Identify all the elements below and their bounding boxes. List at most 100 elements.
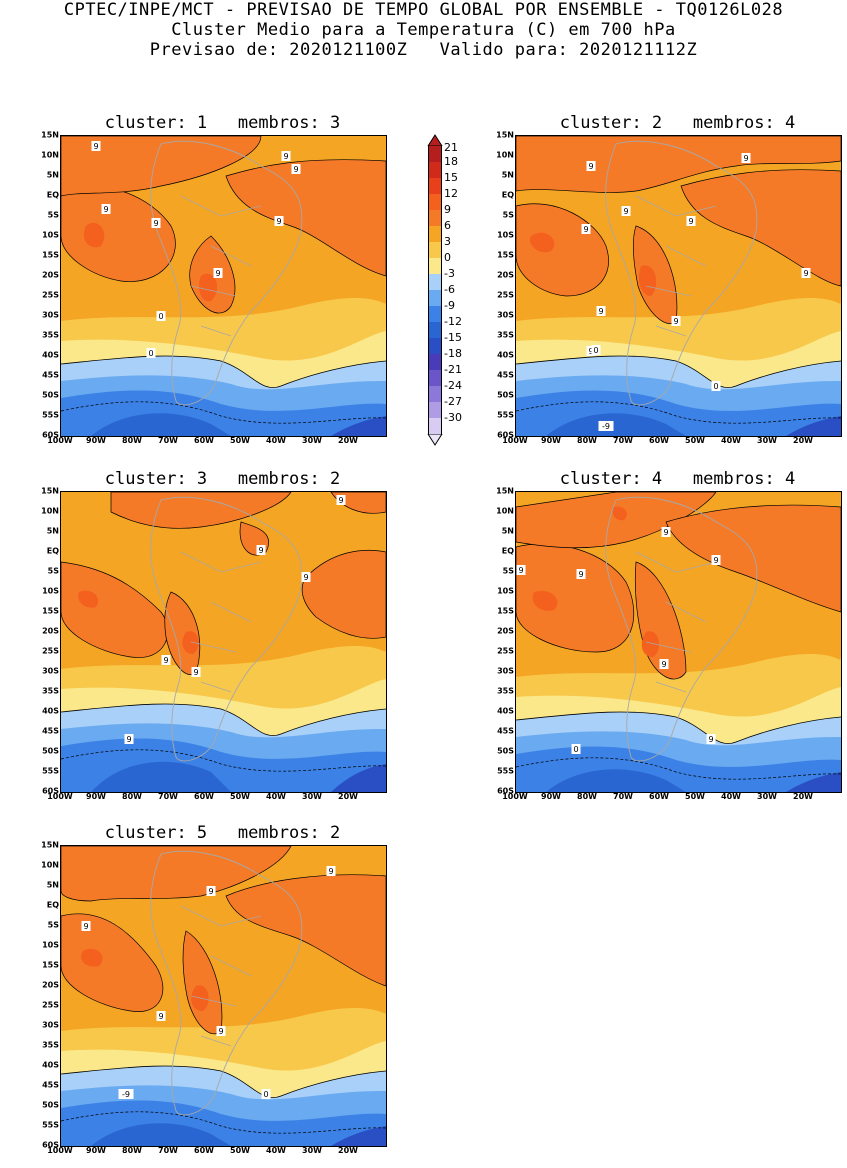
panel-title: cluster: 1 membros: 3 [104, 113, 341, 133]
longitude-tick-label: 60W [194, 436, 214, 445]
longitude-tick-label: 80W [122, 792, 142, 801]
band-9-to-12 [225, 159, 386, 277]
latitude-tick-label: 10N [41, 150, 59, 160]
longitude-tick-label: 30W [302, 792, 322, 801]
contour-label: 9 [216, 1026, 226, 1036]
latitude-tick-label: 15N [496, 486, 514, 496]
svg-text:9: 9 [163, 656, 168, 665]
band-9-to-12 [225, 874, 386, 987]
colorbar-swatch [428, 274, 442, 290]
longitude-tick-label: 20W [338, 436, 358, 445]
longitude-tick-label: 90W [86, 792, 106, 801]
longitude-tick-label: 60W [649, 792, 669, 801]
band-9-to-12 [61, 913, 164, 1012]
longitude-tick-label: 50W [685, 436, 705, 445]
latitude-tick-label: 10N [41, 506, 59, 516]
latitude-tick-label: 25S [42, 290, 59, 300]
svg-text:9: 9 [153, 219, 158, 228]
colorbar-swatch [428, 370, 442, 386]
svg-text:0: 0 [573, 745, 578, 754]
latitude-tick-label: 30S [42, 310, 59, 320]
svg-text:-9: -9 [122, 1090, 130, 1099]
colorbar-label: 18 [444, 155, 458, 168]
colorbar-swatch [428, 194, 442, 210]
panel-cluster-4: cluster: 4 membros: 4 15N 10N 5N EQ 5S 10S 15S 2… [455, 469, 842, 814]
contour-label: 9 [326, 866, 336, 876]
band-12-to-15 [199, 273, 218, 302]
longitude-axis: 100W 90W 80W 70W 60W 50W 40W 30W 20W [502, 436, 840, 448]
latitude-tick-label: 40S [497, 706, 514, 716]
contour-label: -9 [598, 421, 614, 431]
longitude-tick-label: 30W [757, 792, 777, 801]
latitude-tick-label: 20S [42, 980, 59, 990]
contour-label: 9 [206, 886, 216, 896]
svg-text:9: 9 [258, 546, 263, 555]
svg-text:9: 9 [283, 152, 288, 161]
contour-minus9 [516, 757, 841, 780]
longitude-tick-label: 90W [541, 792, 561, 801]
svg-text:9: 9 [193, 668, 198, 677]
colorbar-swatch [428, 322, 442, 338]
band-12-to-15 [83, 222, 105, 248]
band-minus15-to-minus12 [331, 416, 386, 436]
longitude-tick-label: 50W [230, 436, 250, 445]
band-12-to-15 [639, 265, 657, 296]
latitude-tick-label: 15S [42, 960, 59, 970]
contour-label: 0 [261, 1089, 271, 1099]
colorbar-top-arrow [427, 134, 443, 146]
colorbar-label: -12 [444, 315, 462, 328]
longitude-axis: 100W 90W 80W 70W 60W 50W 40W 30W 20W [502, 792, 840, 804]
longitude-tick-label: 80W [577, 436, 597, 445]
latitude-axis: 15N 10N 5N EQ 5S 10S 15S 20S 25S 30S 35S 40S 45S 50S 5… [487, 131, 514, 440]
svg-text:0: 0 [263, 1090, 268, 1099]
latitude-tick-label: 50S [42, 390, 59, 400]
contour-label: 9 [81, 921, 91, 931]
longitude-tick-label: 80W [122, 436, 142, 445]
latitude-tick-label: 15S [497, 606, 514, 616]
longitude-tick-label: 100W [502, 792, 528, 801]
svg-text:9: 9 [103, 205, 108, 214]
country-borders [180, 905, 262, 1047]
colorbar-swatch [428, 338, 442, 354]
latitude-tick-label: EQ [46, 900, 59, 910]
svg-text:9: 9 [158, 1012, 163, 1021]
latitude-tick-label: 55S [42, 410, 59, 420]
colorbar-label: 6 [444, 219, 451, 232]
svg-text:9: 9 [713, 556, 718, 565]
svg-text:9: 9 [126, 735, 131, 744]
south-america-outline [150, 850, 303, 1116]
contour-label: 9 [161, 655, 171, 665]
map-canvas: 9 9 9 9 9 9 [61, 492, 386, 792]
latitude-tick-label: 60S [497, 786, 514, 796]
svg-text:9: 9 [588, 347, 593, 356]
svg-text:9: 9 [215, 269, 220, 278]
latitude-tick-label: 15N [41, 840, 59, 850]
latitude-tick-label: 5N [46, 170, 59, 180]
svg-text:9: 9 [583, 225, 588, 234]
latitude-tick-label: 15S [42, 606, 59, 616]
latitude-tick-label: 25S [42, 646, 59, 656]
band-9-to-12 [61, 846, 292, 902]
band-12-to-15 [612, 506, 627, 521]
svg-text:9: 9 [328, 867, 333, 876]
contour-label: 9 [256, 545, 266, 555]
contour-label: 9 [711, 555, 721, 565]
panel-cluster-3: cluster: 3 membros: 2 15N 10N 5N EQ 5S 10S 15S 2… [0, 469, 387, 814]
colorbar-swatch [428, 162, 442, 178]
contour-label: 9 [156, 1011, 166, 1021]
colorbar-swatch [428, 258, 442, 274]
latitude-tick-label: EQ [46, 190, 59, 200]
latitude-axis: 15N 10N 5N EQ 5S 10S 15S 20S 25S 30S 35S 40S 45S 50S 5… [32, 841, 59, 1150]
longitude-tick-label: 70W [158, 792, 178, 801]
colorbar-label: 0 [444, 251, 451, 264]
latitude-tick-label: EQ [501, 546, 514, 556]
latitude-tick-label: 15S [497, 250, 514, 260]
latitude-tick-label: 20S [42, 626, 59, 636]
contour-label: 9 [291, 164, 301, 174]
temperature-map: 9 9 9 9 9 9 9 9 9 0 0 -9 [515, 135, 842, 437]
latitude-tick-label: 5N [46, 526, 59, 536]
latitude-tick-label: 5S [502, 210, 514, 220]
svg-text:9: 9 [598, 307, 603, 316]
